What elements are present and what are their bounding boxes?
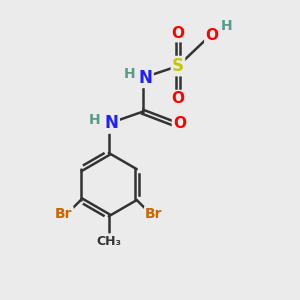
Text: Br: Br — [145, 207, 163, 221]
Text: H: H — [221, 19, 232, 33]
Text: S: S — [172, 57, 184, 75]
Text: H: H — [89, 113, 100, 127]
Text: O: O — [205, 28, 218, 43]
Text: N: N — [139, 69, 152, 87]
Text: H: H — [124, 67, 135, 81]
Text: O: O — [172, 91, 184, 106]
Text: Br: Br — [55, 207, 73, 221]
Text: O: O — [172, 26, 184, 41]
Text: O: O — [173, 116, 186, 131]
Text: N: N — [105, 115, 119, 133]
Text: CH₃: CH₃ — [96, 235, 121, 248]
